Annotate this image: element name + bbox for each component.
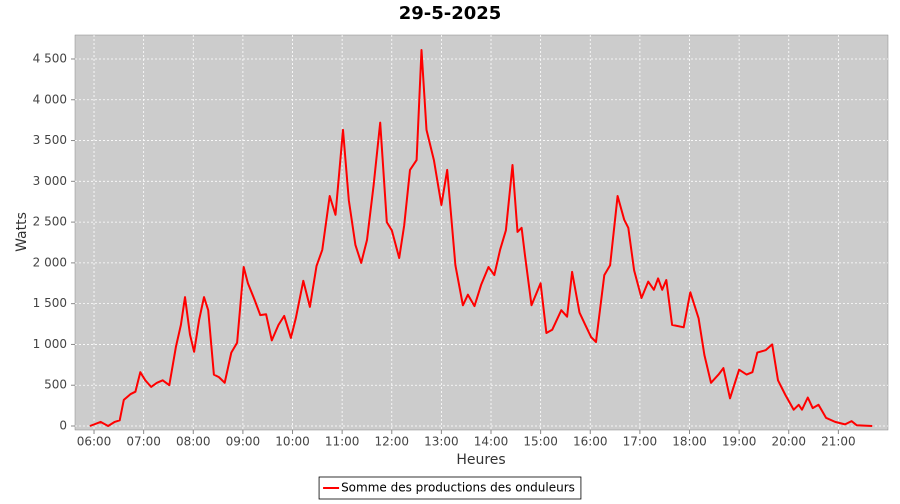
x-tick-label: 11:00 [325, 435, 360, 449]
series-line [89, 49, 873, 427]
x-tick-label: 16:00 [573, 435, 608, 449]
x-tick-label: 18:00 [672, 435, 707, 449]
legend: Somme des productions des onduleurs [318, 476, 582, 500]
y-tick-label: 500 [44, 378, 67, 392]
x-tick-label: 08:00 [176, 435, 211, 449]
y-tick-label: 2 500 [33, 215, 67, 229]
x-tick-label: 06:00 [77, 435, 112, 449]
plot-area [74, 34, 889, 431]
y-tick-label: 1 000 [33, 337, 67, 351]
y-tick-label: 3 500 [33, 133, 67, 147]
y-tick-label: 3 000 [33, 174, 67, 188]
x-tick-label: 15:00 [523, 435, 558, 449]
x-tick-label: 09:00 [226, 435, 261, 449]
x-tick-label: 10:00 [275, 435, 310, 449]
x-tick-label: 19:00 [722, 435, 757, 449]
x-tick-label: 12:00 [374, 435, 409, 449]
x-axis-label: Heures [456, 452, 505, 468]
legend-box [318, 476, 582, 500]
x-tick-label: 17:00 [623, 435, 658, 449]
y-tick-label: 4 000 [33, 92, 67, 106]
y-tick-label: 0 [59, 419, 67, 433]
x-tick-label: 20:00 [771, 435, 806, 449]
y-axis-label: Watts [14, 212, 30, 252]
legend-label: Somme des productions des onduleurs [341, 481, 575, 495]
chart-title: 29-5-2025 [399, 3, 502, 24]
x-tick-label: 13:00 [424, 435, 459, 449]
y-tick-label: 1 500 [33, 296, 67, 310]
y-tick-label: 2 000 [33, 255, 67, 269]
x-tick-label: 07:00 [126, 435, 161, 449]
y-tick-label: 4 500 [33, 51, 67, 65]
x-tick-label: 21:00 [821, 435, 856, 449]
x-tick-label: 14:00 [474, 435, 509, 449]
